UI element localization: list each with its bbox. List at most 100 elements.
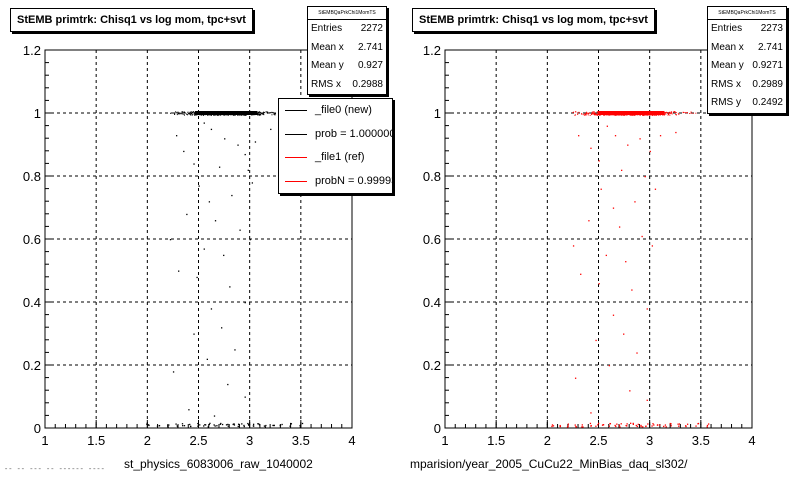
right-panel: 1 1.5 2 2.5 3 3.5 4 0 0.2 0.4 0.6 0.8 1 1.2 StEMB pri…: [400, 0, 800, 480]
scatter-point: [627, 144, 629, 146]
scatter-point: [590, 412, 592, 414]
scatter-point: [597, 422, 600, 425]
scatter-point: [194, 112, 196, 114]
scatter-point: [640, 424, 642, 427]
scatter-point: [552, 425, 555, 427]
scatter-point: [257, 113, 259, 115]
scatter-point: [167, 425, 169, 427]
scatter-point: [596, 111, 598, 113]
scatter-point: [228, 114, 230, 116]
scatter-point: [209, 114, 211, 116]
scatter-point: [264, 112, 266, 114]
scatter-point: [573, 111, 575, 113]
scatter-point: [210, 114, 212, 116]
scatter-point: [582, 114, 584, 116]
scatter-point: [197, 425, 199, 427]
scatter-point: [191, 112, 193, 114]
scatter-point: [271, 114, 273, 116]
scatter-point: [685, 112, 687, 114]
scatter-point: [697, 423, 699, 425]
scatter-point: [619, 426, 621, 428]
scatter-point: [585, 113, 587, 115]
scatter-point: [178, 270, 180, 272]
scatter-point: [608, 425, 610, 427]
scatter-point: [210, 128, 213, 131]
scatter-point: [666, 111, 668, 113]
scatter-point: [595, 425, 597, 427]
scatter-point: [203, 122, 205, 124]
scatter-point: [217, 114, 219, 116]
scatter-point: [659, 135, 662, 137]
scatter-point: [196, 276, 198, 279]
scatter-point: [203, 425, 205, 427]
scatter-point: [618, 226, 621, 228]
scatter-point: [559, 425, 561, 427]
scatter-point: [670, 111, 672, 113]
scatter-point: [670, 113, 672, 115]
scatter-point: [223, 254, 225, 257]
scatter-point: [577, 113, 579, 115]
scatter-point: [614, 135, 617, 137]
scatter-point: [272, 111, 274, 113]
y-tick-label: 1: [434, 106, 441, 121]
scatter-point: [176, 425, 178, 427]
scatter-point: [258, 114, 260, 116]
scatter-point: [656, 114, 658, 116]
scatter-point: [682, 112, 684, 114]
scatter-point: [616, 423, 618, 425]
scatter-point: [623, 114, 625, 116]
scatter-point: [244, 153, 246, 156]
scatter-point: [656, 424, 659, 426]
y-tick-label: 0.6: [23, 232, 41, 247]
scatter-point: [262, 113, 264, 115]
scatter-point: [181, 111, 183, 113]
scatter-point: [247, 169, 249, 171]
scatter-point: [192, 113, 194, 115]
scatter-point: [674, 111, 676, 113]
scatter-point: [239, 229, 241, 231]
footer-text: -- -- --- -- ------ ----: [4, 466, 105, 474]
scatter-point: [651, 245, 654, 247]
scatter-point: [279, 424, 281, 427]
left-stats-row: RMS x 0.2988: [311, 78, 383, 90]
scatter-point: [664, 112, 666, 114]
scatter-point: [623, 333, 625, 335]
scatter-point: [169, 239, 172, 241]
scatter-point: [667, 112, 669, 114]
scatter-point: [637, 423, 639, 426]
scatter-point: [596, 113, 598, 115]
scatter-point: [179, 113, 181, 115]
scatter-point: [265, 424, 267, 427]
scatter-point: [175, 135, 178, 137]
scatter-point: [183, 150, 185, 153]
left-stats-row: Entries 2272: [311, 23, 383, 34]
scatter-point: [678, 425, 680, 427]
scatter-point: [591, 114, 593, 116]
scatter-point: [686, 112, 688, 114]
scatter-point: [649, 150, 651, 153]
left-panel: 1 1.5 2 2.5 3 3.5 4 0 0.2 0.4 0.6 0.8 1 1.2 StEMB pri…: [10, 6, 393, 471]
scatter-point: [257, 423, 259, 425]
scatter-point: [193, 333, 195, 335]
scatter-point: [299, 424, 301, 427]
right-x-axis-title: mparision/year_2005_CuCu22_MinBias_daq_s…: [410, 457, 688, 471]
scatter-point: [605, 254, 607, 257]
scatter-point: [263, 111, 265, 113]
scatter-point: [596, 114, 598, 116]
scatter-point: [593, 112, 595, 114]
right-stats-row: RMS y 0.2492: [711, 97, 783, 108]
scatter-point: [148, 424, 150, 427]
scatter-point: [585, 114, 587, 116]
x-tick-label: 1: [41, 433, 48, 448]
scatter-point: [574, 114, 576, 116]
scatter-point: [244, 302, 246, 304]
scatter-point: [669, 422, 671, 425]
scatter-point: [175, 423, 177, 425]
scatter-point: [665, 426, 667, 428]
y-tick-label: 0.6: [423, 232, 441, 247]
scatter-point: [269, 112, 271, 114]
scatter-point: [224, 138, 226, 140]
scatter-point: [578, 135, 580, 137]
scatter-point: [606, 125, 608, 127]
scatter-point: [263, 425, 266, 427]
